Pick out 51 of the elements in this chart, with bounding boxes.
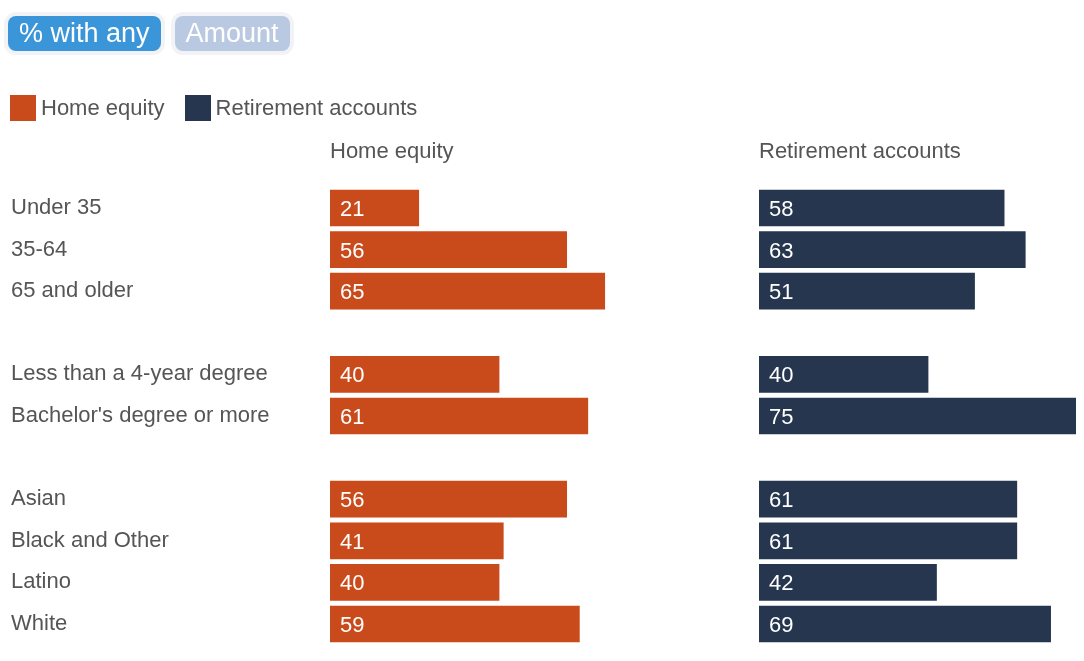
data-label: 65 (340, 279, 365, 305)
data-label: 59 (340, 612, 365, 638)
data-label: 40 (340, 362, 365, 388)
bar (759, 522, 1018, 560)
data-label: 75 (769, 404, 794, 430)
text: % with any (8, 15, 161, 51)
bar (759, 605, 1051, 643)
bar (330, 564, 500, 601)
data-label: 58 (769, 196, 794, 222)
data-label: 69 (769, 612, 794, 638)
legend-label: Retirement accounts (215, 95, 418, 121)
bar (759, 564, 937, 601)
bar (759, 397, 1076, 435)
text: Amount (174, 15, 290, 51)
data-label: 40 (769, 362, 794, 388)
y-tick-label: 35-64 (11, 235, 68, 261)
data-label: 56 (340, 237, 365, 263)
bar (330, 231, 568, 268)
y-tick-label: White (11, 610, 68, 636)
data-label: 61 (340, 404, 365, 430)
bar (759, 231, 1026, 268)
y-tick-label: Black and Other (11, 526, 169, 552)
data-label: 61 (769, 528, 794, 554)
data-label: 63 (769, 237, 794, 263)
legend-label: Home equity (41, 95, 165, 121)
data-label: 41 (340, 528, 365, 554)
bar (330, 189, 420, 227)
bar (330, 356, 500, 393)
chart-title: Home equity (330, 138, 455, 165)
data-label: 61 (769, 487, 794, 513)
y-tick-label: Bachelor's degree or more (11, 402, 270, 428)
data-label: 42 (769, 570, 794, 596)
data-label: 56 (340, 487, 365, 513)
y-tick-label: Under 35 (11, 194, 102, 220)
bar (330, 522, 504, 560)
bar (330, 397, 589, 435)
y-tick-label: Less than a 4-year degree (11, 360, 268, 386)
y-tick-label: Latino (11, 568, 71, 594)
bar (330, 480, 568, 518)
bar (330, 605, 580, 643)
chart-title: Retirement accounts (759, 138, 962, 165)
data-label: 51 (769, 279, 794, 305)
y-tick-label: Asian (11, 485, 67, 511)
bar (759, 272, 975, 310)
bar (759, 480, 1018, 518)
data-label: 21 (340, 196, 365, 222)
bar (759, 356, 929, 393)
bar (330, 272, 606, 310)
bar (759, 189, 1005, 227)
y-tick-label: 65 and older (11, 277, 134, 303)
data-label: 40 (340, 570, 365, 596)
